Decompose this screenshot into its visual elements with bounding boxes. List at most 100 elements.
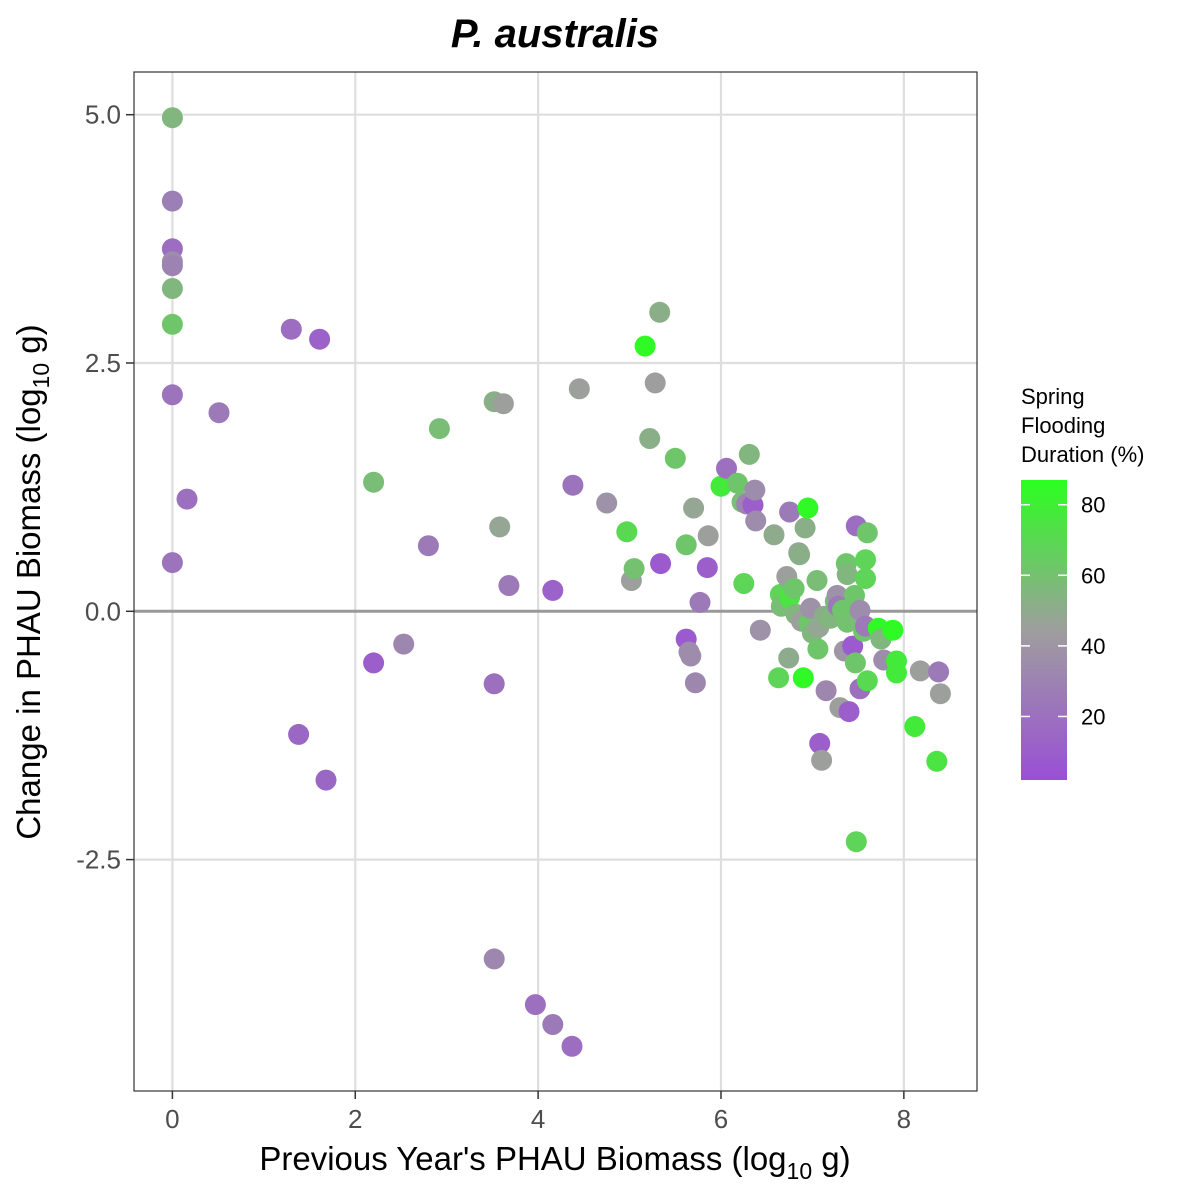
legend-colorbar <box>1021 480 1067 780</box>
plot-panel-border <box>133 71 978 1092</box>
data-point <box>161 313 183 335</box>
data-point <box>561 1035 583 1057</box>
data-point <box>315 769 337 791</box>
data-point <box>928 661 950 683</box>
color-legend: Spring Flooding Duration (%) 20 40 60 80 <box>1021 384 1144 780</box>
data-point <box>623 558 645 580</box>
x-tick-label: 0 <box>165 1104 179 1134</box>
data-point <box>929 683 951 705</box>
data-point <box>524 994 546 1016</box>
data-point <box>616 521 638 543</box>
data-point <box>783 578 805 599</box>
data-point <box>288 723 310 745</box>
data-point <box>789 544 811 566</box>
data-point <box>738 443 760 465</box>
x-tick-label: 2 <box>348 1104 362 1134</box>
data-point <box>489 516 511 538</box>
legend-break-label: 80 <box>1081 493 1105 518</box>
data-point <box>845 831 867 853</box>
data-point <box>176 488 198 510</box>
data-point <box>498 575 520 596</box>
data-point <box>806 570 828 591</box>
data-point <box>492 393 514 415</box>
data-point <box>768 667 790 689</box>
x-tick-label: 4 <box>531 1104 545 1134</box>
data-point <box>280 318 302 340</box>
data-point <box>208 402 230 424</box>
data-point <box>649 301 671 323</box>
x-tick-label: 8 <box>897 1104 911 1134</box>
data-point <box>309 328 331 350</box>
data-point <box>161 255 183 277</box>
data-point <box>644 372 666 394</box>
data-point <box>689 591 711 613</box>
data-point <box>779 501 801 523</box>
data-point <box>680 645 702 667</box>
data-point <box>733 573 755 594</box>
chart-title: P. australis <box>451 12 659 56</box>
data-point <box>697 525 719 547</box>
legend-title-line-3: Duration (%) <box>1021 442 1144 467</box>
data-point <box>778 647 800 669</box>
data-point <box>675 534 697 556</box>
data-point <box>838 701 860 723</box>
data-point <box>792 667 814 689</box>
data-point <box>161 107 183 129</box>
x-axis-title: Previous Year's PHAU Biomass (log10 g) <box>259 1140 850 1184</box>
y-tick-label: 2.5 <box>85 348 121 378</box>
data-point <box>483 948 505 970</box>
data-point <box>393 633 415 655</box>
data-point <box>856 522 878 544</box>
data-point <box>886 662 907 684</box>
data-point <box>683 497 705 519</box>
data-point <box>856 670 878 692</box>
data-point <box>363 652 385 674</box>
x-tick-label: 6 <box>714 1104 728 1134</box>
legend-break-label: 60 <box>1081 563 1105 588</box>
data-point <box>855 549 876 571</box>
data-points <box>161 107 951 1057</box>
data-point <box>568 378 590 400</box>
data-point <box>726 472 748 494</box>
data-point <box>664 447 686 469</box>
y-tick-label: 5.0 <box>85 100 121 130</box>
data-point <box>809 732 831 754</box>
y-tick-label: 0.0 <box>85 596 121 626</box>
data-point <box>562 474 584 496</box>
data-point <box>909 660 931 682</box>
data-point <box>710 475 732 497</box>
data-point <box>836 564 858 585</box>
data-point <box>483 673 505 695</box>
data-point <box>363 471 385 493</box>
data-point <box>634 335 656 357</box>
data-point <box>849 599 871 621</box>
data-point <box>417 535 439 557</box>
data-point <box>161 190 183 212</box>
data-point <box>844 652 866 674</box>
data-point <box>745 510 767 532</box>
data-point <box>161 278 183 299</box>
x-axis-ticks: 0 2 4 6 8 <box>165 1091 911 1134</box>
data-point <box>794 517 816 539</box>
data-point <box>842 635 864 657</box>
data-point <box>161 384 183 406</box>
data-point <box>763 524 785 546</box>
data-point <box>542 1014 564 1035</box>
data-point <box>749 619 771 641</box>
data-point <box>696 557 718 579</box>
data-point <box>639 428 661 449</box>
data-point <box>815 680 837 702</box>
data-point <box>650 553 672 575</box>
y-axis-title: Change in PHAU Biomass (log10 g) <box>10 324 54 839</box>
data-point <box>542 579 564 601</box>
legend-break-label: 40 <box>1081 634 1105 659</box>
legend-break-label: 20 <box>1081 704 1105 729</box>
data-point <box>684 672 706 694</box>
data-point <box>744 479 766 501</box>
legend-title-line-1: Spring <box>1021 384 1085 409</box>
y-tick-label: -2.5 <box>76 845 121 875</box>
legend-breaks: 20 40 60 80 <box>1021 493 1105 729</box>
y-axis-ticks: -2.5 0.0 2.5 5.0 <box>76 100 134 875</box>
data-point <box>797 497 819 519</box>
